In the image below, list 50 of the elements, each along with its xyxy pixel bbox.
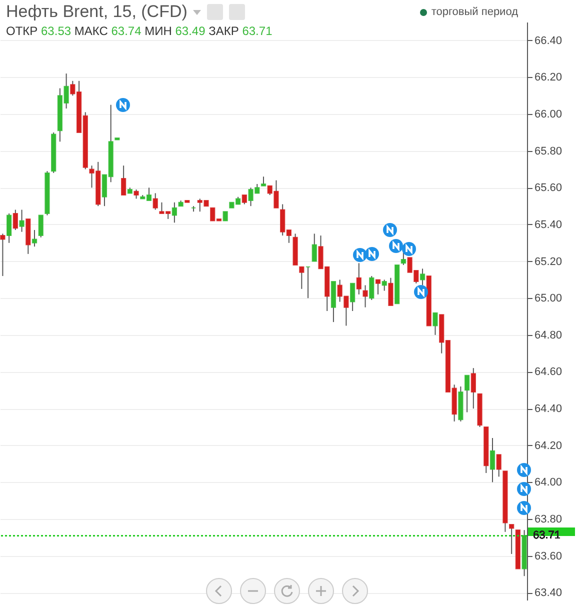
y-tick-label: 66.40 <box>534 34 562 47</box>
text: торговый период <box>431 6 518 18</box>
candlestick <box>490 438 496 483</box>
y-tick-label: 65.60 <box>534 182 562 194</box>
candlestick <box>362 284 368 308</box>
candlestick <box>38 214 44 238</box>
candlestick <box>420 268 426 286</box>
y-tick-label: 64.40 <box>534 403 562 416</box>
candlestick <box>464 374 470 413</box>
ref-line-label: 63.71 <box>533 530 561 542</box>
candlestick <box>32 230 38 248</box>
candlestick <box>375 279 381 295</box>
candlestick <box>222 211 228 222</box>
y-tick-label: 64.20 <box>534 440 562 452</box>
chart-title: Нефть Brent, 15, (CFD) <box>6 2 188 22</box>
candlestick <box>134 189 139 200</box>
y-tick-label: 64.80 <box>534 329 562 342</box>
candlestick <box>260 176 266 186</box>
candlestick <box>369 276 374 300</box>
candlestick <box>172 202 178 224</box>
candlestick <box>432 312 438 336</box>
y-tick-label: 65.40 <box>534 218 562 231</box>
y-tick-label: 63.80 <box>534 514 562 526</box>
candlestick <box>299 266 304 290</box>
candlestick <box>312 233 317 262</box>
candlestick <box>242 194 247 205</box>
candlestick <box>356 262 362 295</box>
y-tick-label: 66.20 <box>534 72 562 84</box>
candlestick <box>509 524 514 554</box>
candlestick <box>496 454 502 478</box>
candlestick <box>388 277 394 306</box>
candlestick <box>382 279 387 292</box>
y-tick-label: 66.00 <box>534 108 562 121</box>
y-tick-label: 65.00 <box>534 292 562 305</box>
candlestick <box>152 192 158 210</box>
candlestick <box>6 212 12 244</box>
candlestick <box>120 165 126 196</box>
y-tick-label: 64.60 <box>534 366 562 378</box>
candlestick <box>19 209 24 232</box>
candlestick <box>470 368 476 410</box>
y-tick-label: 64.00 <box>534 476 562 489</box>
candlestick <box>400 252 406 266</box>
chart-subtitle: ОТКР 63.53 МАКС 63.74 МИН 63.49 ЗАКР 63.71 <box>6 24 272 38</box>
y-tick-label: 63.60 <box>534 550 562 562</box>
candlestick <box>0 233 6 277</box>
candlestick <box>12 209 18 231</box>
candlestick <box>350 282 356 312</box>
y-tick-label: 65.80 <box>534 145 562 158</box>
y-tick-label: 63.40 <box>534 587 562 600</box>
y-tick-label: 65.20 <box>534 256 562 268</box>
